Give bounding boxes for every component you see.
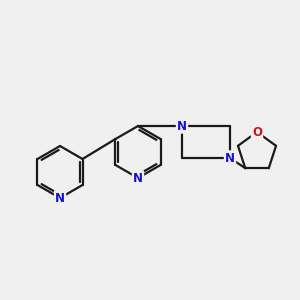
Text: N: N (225, 152, 235, 164)
Text: N: N (55, 191, 65, 205)
Text: N: N (133, 172, 143, 184)
Text: O: O (252, 125, 262, 139)
Text: N: N (177, 119, 187, 133)
